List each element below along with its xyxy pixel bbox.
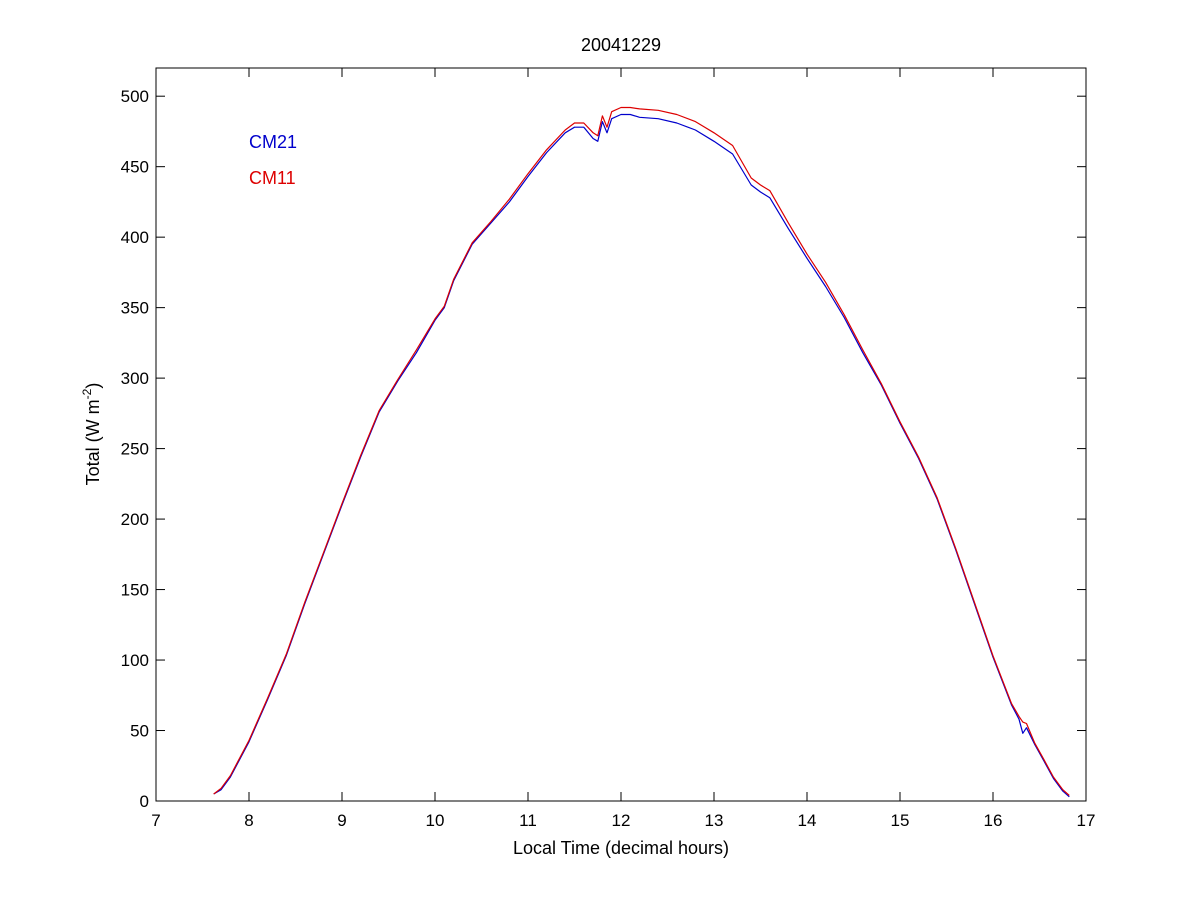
x-tick-label: 15	[891, 811, 910, 830]
y-tick-label: 0	[140, 792, 149, 811]
y-axis-title: Total (W m-2)	[80, 383, 103, 486]
x-tick-labels: 7 8 9 10 11 12 13 14 15 16 17	[151, 811, 1095, 830]
y-tick-label: 400	[121, 228, 149, 247]
x-tick-label: 14	[798, 811, 817, 830]
y-tick-label: 450	[121, 158, 149, 177]
y-tick-label: 50	[130, 722, 149, 741]
x-tick-label: 10	[426, 811, 445, 830]
plot-area	[155, 67, 1087, 802]
y-tick-label: 300	[121, 369, 149, 388]
y-tick-label: 500	[121, 87, 149, 106]
x-axis-title: Local Time (decimal hours)	[513, 838, 729, 858]
legend: CM21 CM11	[249, 132, 297, 188]
x-tick-label: 17	[1077, 811, 1096, 830]
x-tick-label: 7	[151, 811, 160, 830]
x-tick-label: 16	[984, 811, 1003, 830]
y-axis-title-sup: -2	[80, 388, 94, 399]
series-lines	[213, 106, 1070, 798]
tick-marks	[155, 68, 1087, 802]
y-tick-labels: 0 50 100 150 200 250 300 350 400 450 500	[121, 87, 149, 811]
chart-title: 20041229	[581, 35, 661, 55]
x-tick-label: 13	[705, 811, 724, 830]
x-tick-label: 11	[519, 811, 537, 830]
y-tick-label: 150	[121, 581, 149, 600]
legend-label-cm21: CM21	[249, 132, 297, 152]
legend-label-cm11: CM11	[249, 168, 296, 188]
x-tick-label: 8	[244, 811, 253, 830]
y-axis-title-end: )	[83, 383, 103, 389]
x-tick-label: 9	[337, 811, 346, 830]
x-tick-label: 12	[612, 811, 631, 830]
y-tick-label: 350	[121, 299, 149, 318]
y-tick-label: 200	[121, 510, 149, 529]
y-axis-title-main: Total (W m	[83, 399, 103, 485]
series-line-cm11	[213, 106, 1070, 796]
y-tick-label: 100	[121, 651, 149, 670]
y-tick-label: 250	[121, 440, 149, 459]
